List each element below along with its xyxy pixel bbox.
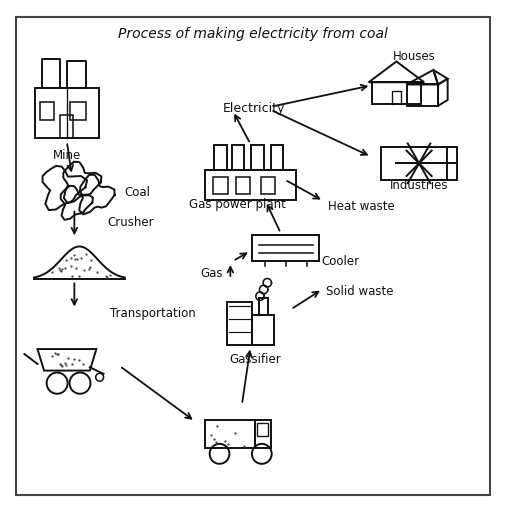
Text: Process of making electricity from coal: Process of making electricity from coal [118,28,387,41]
Polygon shape [79,175,115,215]
Text: Gas: Gas [200,267,222,281]
Text: Industries: Industries [389,179,447,192]
Text: Mine: Mine [53,149,81,162]
Text: Gassifier: Gassifier [229,353,281,366]
Text: Heat waste: Heat waste [328,200,394,212]
Text: Houses: Houses [392,50,435,63]
Text: Cooler: Cooler [320,254,359,268]
Polygon shape [61,186,93,220]
Text: Crusher: Crusher [107,217,154,229]
Text: Transportation: Transportation [110,307,195,319]
Polygon shape [63,162,101,203]
Text: Solid waste: Solid waste [325,285,393,298]
Text: Gas power plant: Gas power plant [189,198,286,210]
Text: Electricity: Electricity [222,102,285,115]
Polygon shape [42,166,87,210]
Text: Coal: Coal [124,186,150,199]
